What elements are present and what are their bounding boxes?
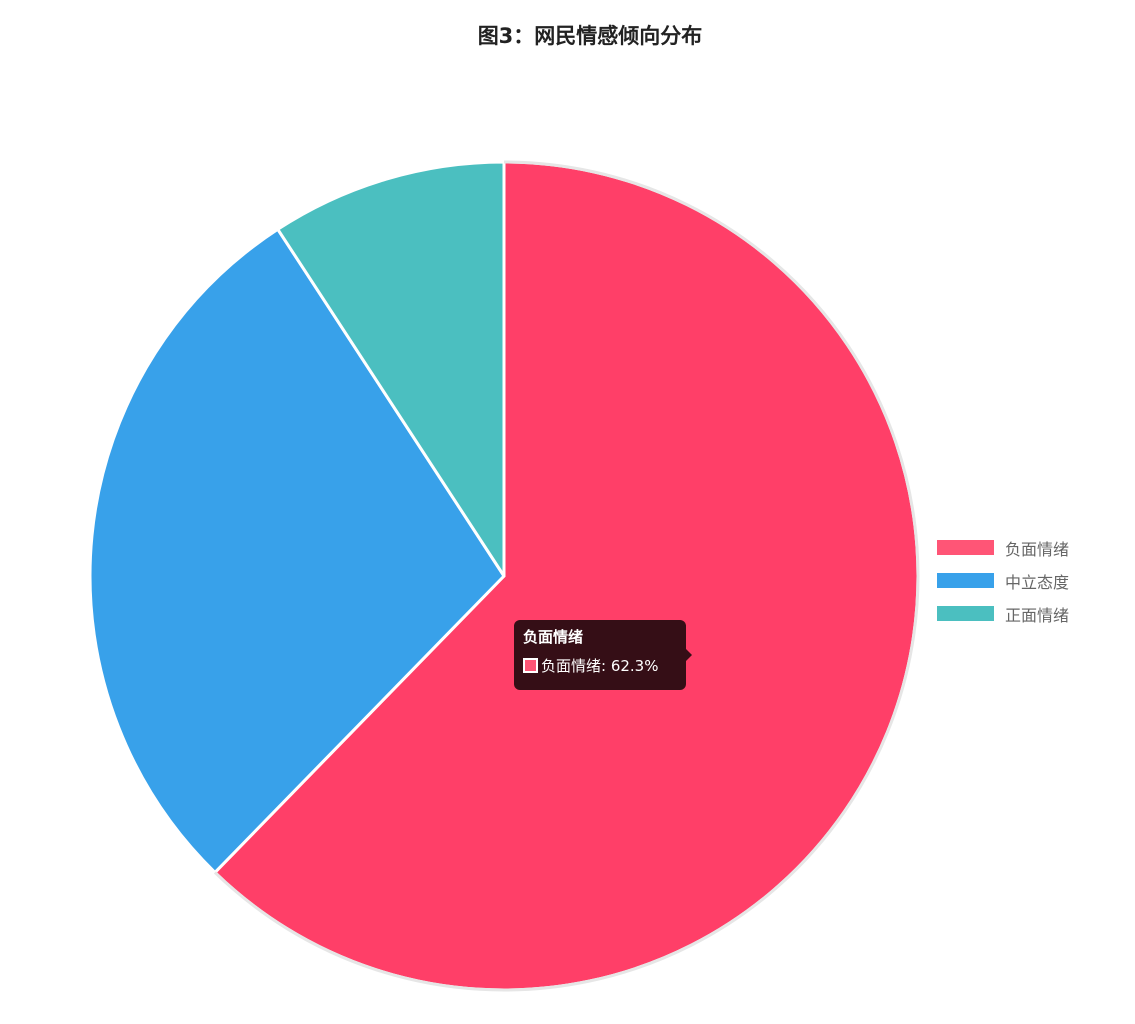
legend-swatch-negative: [937, 540, 994, 555]
tooltip-row: 负面情绪: 62.3%: [523, 655, 677, 676]
legend-label-negative: 负面情绪: [1005, 539, 1070, 559]
legend-item-positive[interactable]: 正面情绪: [937, 597, 1069, 630]
tooltip-swatch: [523, 658, 538, 673]
legend-label-neutral: 中立态度: [1005, 572, 1070, 592]
tooltip-title: 负面情绪: [523, 628, 584, 646]
tooltip: 负面情绪 负面情绪: 62.3%: [514, 620, 692, 690]
legend-item-negative[interactable]: 负面情绪: [937, 531, 1069, 564]
pie-slice-neutral[interactable]: [88, 227, 506, 874]
legend-swatch-neutral: [937, 573, 994, 588]
pie-slice-positive[interactable]: [276, 160, 506, 578]
legend: 负面情绪 中立态度 正面情绪: [937, 531, 1069, 630]
tooltip-value-text: 负面情绪: 62.3%: [541, 657, 659, 675]
pie-slices: [88, 160, 920, 992]
chart-title: 图3：网民情感倾向分布: [477, 24, 703, 48]
hover-highlight-ring: [213, 160, 920, 992]
legend-swatch-positive: [937, 606, 994, 621]
legend-label-positive: 正面情绪: [1005, 605, 1070, 625]
legend-item-neutral[interactable]: 中立态度: [937, 564, 1069, 597]
